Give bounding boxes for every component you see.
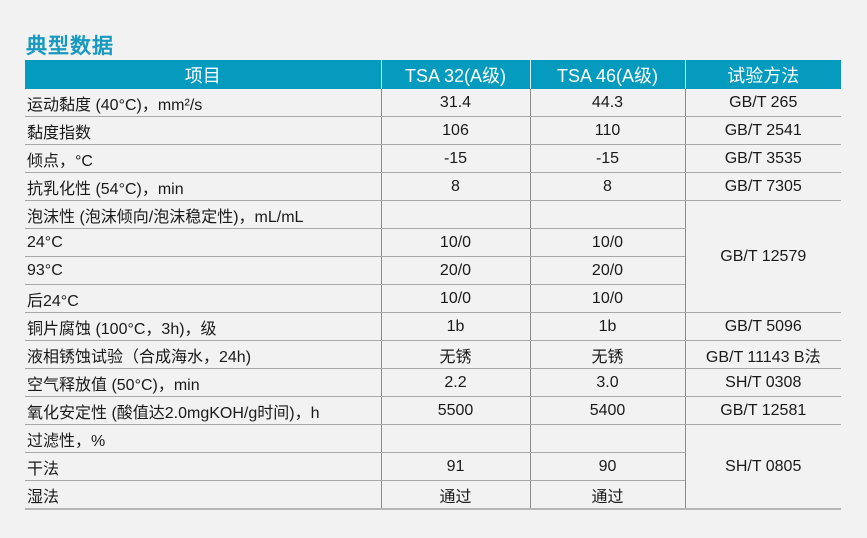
header-item: 项目	[25, 60, 381, 89]
cell-tsa32: 31.4	[380, 89, 530, 117]
section-title: 典型数据	[26, 35, 114, 58]
cell-tsa32	[380, 424, 530, 453]
table-row: 干法 91 90	[25, 452, 841, 481]
cell-tsa32: 无锈	[380, 340, 530, 369]
cell-item: 过滤性，%	[25, 424, 381, 453]
table-row: 倾点，°C -15 -15 GB/T 3535	[25, 144, 841, 173]
table-row: 液相锈蚀试验（合成海水，24h) 无锈 无锈 GB/T 11143 B法	[25, 340, 841, 369]
cell-tsa32: 5500	[380, 396, 530, 425]
table-row: 氧化安定性 (酸值达2.0mgKOH/g时间)，h 5500 5400 GB/T 12…	[25, 396, 841, 425]
table-row: 黏度指数 106 110 GB/T 2541	[25, 116, 841, 145]
cell-tsa46: 90	[529, 452, 685, 481]
cell-method: GB/T 3535	[684, 144, 841, 173]
cell-method: SH/T 0805	[684, 424, 841, 510]
cell-item: 运动黏度 (40°C)，mm²/s	[25, 89, 381, 117]
cell-method: GB/T 5096	[684, 312, 841, 341]
cell-item: 空气释放值 (50°C)，min	[25, 368, 381, 397]
cell-item: 24°C	[25, 228, 381, 257]
cell-tsa46	[529, 424, 685, 453]
table-row: 24°C 10/0 10/0	[25, 228, 841, 257]
table-row: 空气释放值 (50°C)，min 2.2 3.0 SH/T 0308	[25, 368, 841, 397]
cell-tsa32: 20/0	[380, 256, 530, 285]
cell-item: 铜片腐蚀 (100°C，3h)，级	[25, 312, 381, 341]
header-method: 试验方法	[684, 60, 841, 89]
table-row: 过滤性，% SH/T 0805	[25, 424, 841, 510]
cell-tsa32: 1b	[380, 312, 530, 341]
typical-data-table: 项目 TSA 32(A级) TSA 46(A级) 试验方法 运动黏度 (40°C…	[25, 60, 841, 510]
cell-tsa46: 8	[529, 172, 685, 201]
table-row: 运动黏度 (40°C)，mm²/s 31.4 44.3 GB/T 265	[25, 89, 841, 117]
cell-tsa32: 8	[380, 172, 530, 201]
table-row: 泡沫性 (泡沫倾向/泡沫稳定性)，mL/mL GB/T 12579	[25, 200, 841, 313]
header-tsa32: TSA 32(A级)	[380, 60, 530, 89]
table-row: 湿法 通过 通过	[25, 480, 841, 510]
cell-tsa32: 10/0	[380, 228, 530, 257]
table-header-row: 项目 TSA 32(A级) TSA 46(A级) 试验方法	[25, 60, 841, 89]
cell-tsa46: 通过	[529, 480, 685, 510]
cell-tsa32: 91	[380, 452, 530, 481]
cell-method: GB/T 12581	[684, 396, 841, 425]
cell-tsa46: 5400	[529, 396, 685, 425]
cell-tsa32	[380, 200, 530, 229]
table-row: 铜片腐蚀 (100°C，3h)，级 1b 1b GB/T 5096	[25, 312, 841, 341]
cell-tsa32: 10/0	[380, 284, 530, 313]
cell-method: GB/T 265	[684, 89, 841, 117]
cell-item: 抗乳化性 (54°C)，min	[25, 172, 381, 201]
cell-item: 液相锈蚀试验（合成海水，24h)	[25, 340, 381, 369]
cell-item: 黏度指数	[25, 116, 381, 145]
cell-item: 倾点，°C	[25, 144, 381, 173]
cell-tsa46: 3.0	[529, 368, 685, 397]
cell-method: GB/T 12579	[684, 200, 841, 313]
table-row: 93°C 20/0 20/0	[25, 256, 841, 285]
cell-method: GB/T 2541	[684, 116, 841, 145]
cell-item: 干法	[25, 452, 381, 481]
cell-item: 93°C	[25, 256, 381, 285]
table-row: 后24°C 10/0 10/0	[25, 284, 841, 313]
cell-method: SH/T 0308	[684, 368, 841, 397]
cell-tsa46: 1b	[529, 312, 685, 341]
cell-item: 氧化安定性 (酸值达2.0mgKOH/g时间)，h	[25, 396, 381, 425]
cell-tsa46: 20/0	[529, 256, 685, 285]
cell-tsa46: 10/0	[529, 228, 685, 257]
cell-tsa32: 2.2	[380, 368, 530, 397]
cell-tsa32: 106	[380, 116, 530, 145]
cell-method: GB/T 11143 B法	[684, 340, 841, 369]
cell-item: 泡沫性 (泡沫倾向/泡沫稳定性)，mL/mL	[25, 200, 381, 229]
table-row: 抗乳化性 (54°C)，min 8 8 GB/T 7305	[25, 172, 841, 201]
cell-item: 湿法	[25, 480, 381, 510]
cell-tsa32: -15	[380, 144, 530, 173]
cell-tsa46: 110	[529, 116, 685, 145]
cell-tsa46: 44.3	[529, 89, 685, 117]
cell-tsa32: 通过	[380, 480, 530, 510]
cell-method: GB/T 7305	[684, 172, 841, 201]
cell-tsa46: 无锈	[529, 340, 685, 369]
cell-tsa46: -15	[529, 144, 685, 173]
cell-tsa46	[529, 200, 685, 229]
cell-item: 后24°C	[25, 284, 381, 313]
cell-tsa46: 10/0	[529, 284, 685, 313]
header-tsa46: TSA 46(A级)	[529, 60, 685, 89]
